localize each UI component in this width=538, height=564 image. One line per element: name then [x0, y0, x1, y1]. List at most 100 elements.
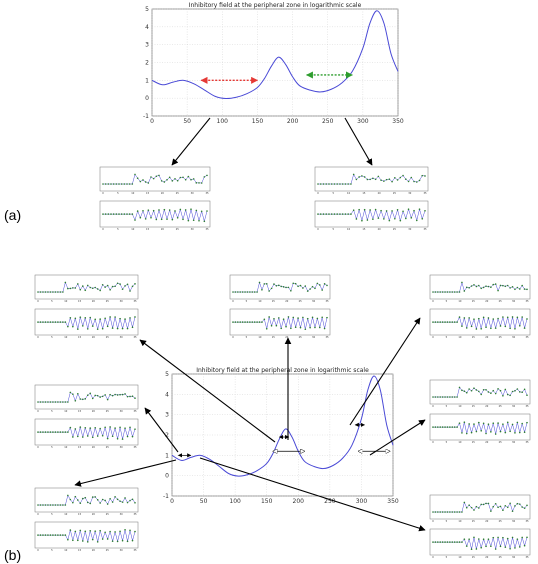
- mini-point: [275, 324, 278, 327]
- mini-point: [475, 389, 478, 391]
- mini-tick-label: 5: [333, 192, 335, 195]
- mini-point: [516, 286, 519, 289]
- mini-point: [179, 208, 182, 211]
- mini-tick-label: 20: [485, 336, 489, 339]
- mini-tick-label: 35: [423, 228, 427, 231]
- mini-point: [62, 321, 64, 323]
- mini-point: [79, 426, 82, 428]
- mini-point: [424, 210, 426, 212]
- mini-point: [69, 391, 72, 394]
- mini-point: [112, 213, 115, 215]
- mini-tick-label: 35: [133, 549, 137, 552]
- mini-tick-label: 15: [472, 336, 476, 339]
- mini-point: [74, 428, 77, 430]
- mini-point: [497, 506, 499, 509]
- mini-tick-label: 15: [362, 228, 366, 231]
- mini-point: [96, 541, 99, 543]
- mini-point: [516, 316, 519, 319]
- series-line: [151, 10, 399, 100]
- mini-signal-line: [433, 316, 528, 330]
- mini-point: [511, 423, 514, 426]
- mini-tick-label: 25: [106, 336, 110, 339]
- mini-point: [171, 218, 174, 221]
- mini-tick-label: 20: [92, 300, 96, 303]
- mini-point: [325, 183, 328, 185]
- mini-tick-label: 15: [146, 192, 150, 195]
- mini-point: [492, 389, 495, 392]
- mini-point: [463, 538, 466, 540]
- mini-point: [463, 501, 466, 504]
- y-tick-label: 4: [165, 391, 169, 398]
- mini-point: [134, 219, 136, 221]
- mini-point: [516, 538, 519, 540]
- mini-point: [523, 431, 526, 434]
- mini-point: [326, 284, 328, 287]
- mini-point: [377, 175, 380, 178]
- x-tick-label: 150: [261, 498, 273, 505]
- mini-tick-label: 5: [446, 336, 448, 339]
- mini-point: [160, 218, 163, 221]
- y-tick-label: 5: [145, 6, 149, 13]
- mini-point: [374, 178, 377, 181]
- mini-point: [79, 316, 82, 318]
- mini-point: [523, 388, 526, 391]
- mini-point: [62, 291, 64, 293]
- mini-point: [444, 541, 446, 543]
- mini-point: [237, 291, 239, 293]
- mini-point: [523, 288, 526, 290]
- mini-point: [453, 321, 456, 323]
- mini-point: [131, 395, 134, 398]
- mini-tick-label: 25: [499, 441, 503, 444]
- mini-point: [37, 431, 39, 433]
- mini-point: [506, 284, 509, 287]
- mini-point: [282, 286, 285, 288]
- mini-tick-label: 15: [78, 513, 82, 516]
- mini-point: [432, 541, 434, 543]
- mini-point: [424, 175, 426, 177]
- mini-point: [84, 496, 87, 499]
- mini-point: [69, 316, 72, 319]
- mini-point: [86, 501, 89, 504]
- x-tick-label: 200: [293, 498, 305, 505]
- mini-point: [521, 316, 523, 318]
- mini-tick-label: 30: [120, 336, 124, 339]
- mini-point: [475, 430, 478, 433]
- mini-point: [49, 321, 52, 323]
- mini-tick-label: 25: [393, 192, 397, 195]
- y-tick-label: 1: [145, 77, 149, 84]
- x-tick-label: 50: [200, 498, 208, 505]
- mini-point: [59, 401, 62, 403]
- mini-tick-label: 35: [205, 192, 209, 195]
- mini-point: [306, 290, 309, 292]
- mini-point: [461, 511, 463, 513]
- mini-point: [115, 213, 118, 215]
- mini-point: [394, 217, 396, 220]
- mini-point: [81, 325, 84, 327]
- mini-point: [518, 546, 521, 548]
- mini-point: [94, 286, 97, 289]
- mini-tick-label: 30: [120, 513, 124, 516]
- mini-point: [502, 284, 504, 287]
- mini-tick-label: 35: [133, 446, 137, 449]
- mini-tick-label: 0: [317, 228, 319, 231]
- mini-point: [514, 327, 516, 330]
- mini-point: [318, 284, 321, 286]
- mini-point: [453, 426, 456, 428]
- mini-point: [94, 426, 97, 429]
- mini-point: [109, 316, 111, 318]
- mini-point: [446, 541, 449, 543]
- y-tick-label: -1: [163, 493, 169, 500]
- mini-point: [62, 534, 64, 536]
- mini-point: [111, 540, 114, 542]
- mini-point: [261, 321, 263, 323]
- mini-point: [415, 181, 418, 183]
- mini-point: [333, 213, 336, 215]
- connector-arrows: [74, 117, 426, 532]
- mini-point: [294, 282, 297, 285]
- mini-point: [311, 285, 314, 288]
- mini-point: [104, 213, 107, 215]
- mini-point: [490, 392, 492, 394]
- mini-point: [475, 548, 478, 550]
- mini-point: [434, 396, 437, 398]
- mini-point: [62, 401, 64, 403]
